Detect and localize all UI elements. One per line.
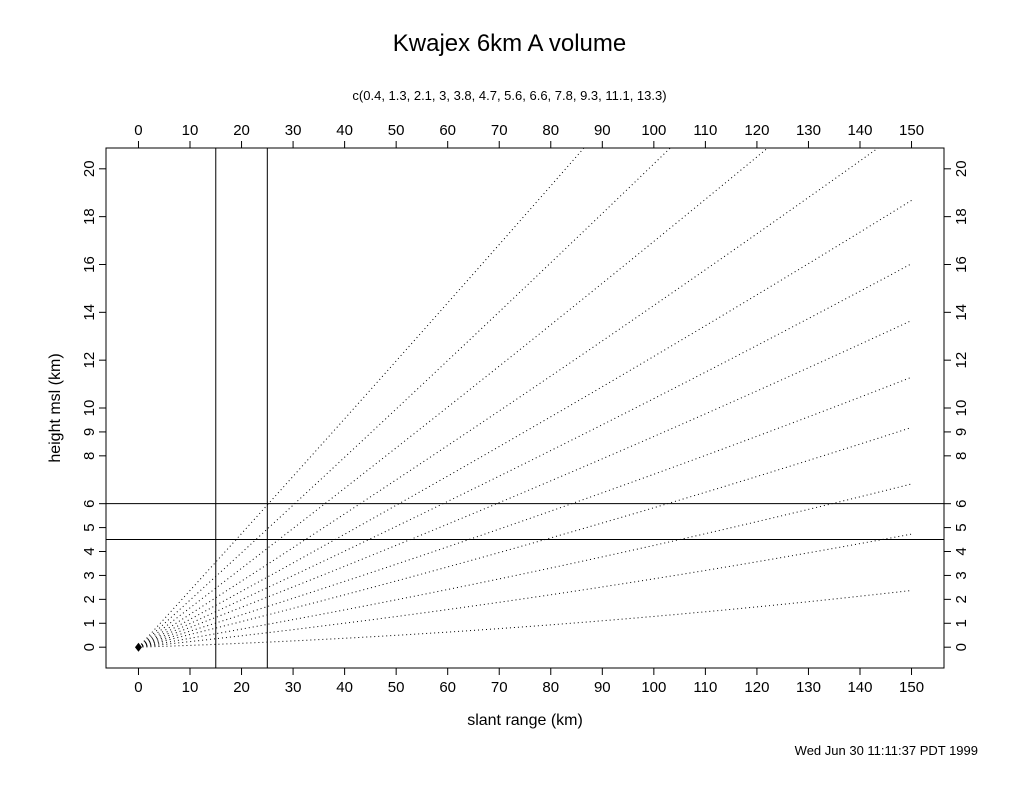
x-tick-label-top: 40 bbox=[336, 122, 353, 139]
x-tick-label-top: 140 bbox=[847, 122, 872, 139]
x-tick-label-bottom: 110 bbox=[693, 679, 717, 696]
y-tick-label-left: 2 bbox=[81, 595, 98, 603]
beam-ray bbox=[138, 589, 912, 648]
y-tick-label-left: 16 bbox=[81, 256, 98, 273]
beam-ray bbox=[138, 148, 671, 648]
plot-box bbox=[105, 147, 945, 669]
timestamp: Wed Jun 30 11:11:37 PDT 1999 bbox=[794, 743, 978, 758]
x-tick-label-top: 80 bbox=[542, 122, 559, 139]
x-tick-label-bottom: 120 bbox=[744, 679, 769, 696]
y-tick-label-right: 3 bbox=[953, 571, 970, 579]
x-tick-label-bottom: 20 bbox=[233, 679, 250, 696]
x-tick-label-bottom: 0 bbox=[134, 679, 142, 696]
chart-subtitle: c(0.4, 1.3, 2.1, 3, 3.8, 4.7, 5.6, 6.6, … bbox=[352, 88, 667, 103]
x-tick-label-bottom: 30 bbox=[285, 679, 302, 696]
y-tick-label-left: 12 bbox=[81, 352, 98, 369]
x-tick-label-bottom: 150 bbox=[899, 679, 924, 696]
y-tick-label-right: 8 bbox=[953, 452, 970, 460]
beam-ray bbox=[138, 148, 585, 648]
x-tick-label-bottom: 50 bbox=[388, 679, 405, 696]
beam-ray bbox=[138, 533, 912, 648]
y-tick-label-left: 18 bbox=[81, 208, 98, 225]
x-tick-label-bottom: 130 bbox=[796, 679, 821, 696]
beam-ray bbox=[138, 427, 912, 648]
y-tick-label-right: 12 bbox=[953, 352, 970, 369]
beam-ray bbox=[138, 148, 879, 648]
y-tick-label-left: 5 bbox=[81, 523, 98, 531]
x-tick-label-top: 30 bbox=[285, 122, 302, 139]
y-tick-label-left: 6 bbox=[81, 500, 98, 508]
y-tick-label-right: 0 bbox=[953, 643, 970, 651]
y-axis-label: height msl (km) bbox=[47, 353, 64, 463]
y-tick-label-left: 10 bbox=[81, 400, 98, 417]
x-axis-label: slant range (km) bbox=[467, 712, 583, 729]
x-tick-label-top: 0 bbox=[134, 122, 142, 139]
beam-ray bbox=[138, 199, 912, 648]
beam-ray bbox=[138, 320, 912, 648]
x-tick-label-top: 100 bbox=[641, 122, 666, 139]
beam-rays-group bbox=[138, 148, 912, 648]
y-tick-label-right: 2 bbox=[953, 595, 970, 603]
beam-ray bbox=[138, 263, 912, 648]
y-tick-label-right: 16 bbox=[953, 256, 970, 273]
y-tick-label-left: 8 bbox=[81, 452, 98, 460]
beam-ray bbox=[138, 483, 912, 648]
y-tick-label-left: 3 bbox=[81, 571, 98, 579]
x-tick-label-bottom: 10 bbox=[182, 679, 199, 696]
x-tick-label-bottom: 60 bbox=[439, 679, 456, 696]
x-tick-label-top: 50 bbox=[388, 122, 405, 139]
x-tick-label-bottom: 90 bbox=[594, 679, 611, 696]
y-tick-label-right: 6 bbox=[953, 500, 970, 508]
x-tick-label-top: 60 bbox=[439, 122, 456, 139]
x-tick-label-top: 110 bbox=[693, 122, 717, 139]
y-tick-label-left: 1 bbox=[81, 619, 98, 627]
x-tick-label-bottom: 80 bbox=[542, 679, 559, 696]
x-tick-label-bottom: 70 bbox=[491, 679, 508, 696]
y-tick-label-left: 20 bbox=[81, 160, 98, 177]
y-tick-label-right: 14 bbox=[953, 304, 970, 321]
x-tick-label-bottom: 100 bbox=[641, 679, 666, 696]
origin-marker bbox=[134, 642, 142, 652]
y-tick-label-right: 9 bbox=[953, 428, 970, 436]
beam-ray bbox=[138, 148, 769, 648]
y-tick-label-left: 9 bbox=[81, 428, 98, 436]
x-tick-label-top: 20 bbox=[233, 122, 250, 139]
x-tick-label-bottom: 140 bbox=[847, 679, 872, 696]
y-tick-label-right: 5 bbox=[953, 523, 970, 531]
x-tick-label-bottom: 40 bbox=[336, 679, 353, 696]
chart-title: Kwajex 6km A volume bbox=[392, 30, 627, 57]
x-tick-label-top: 10 bbox=[182, 122, 199, 139]
x-tick-label-top: 70 bbox=[491, 122, 508, 139]
y-tick-label-right: 4 bbox=[953, 547, 970, 555]
x-tick-label-top: 150 bbox=[899, 122, 924, 139]
beam-ray bbox=[138, 376, 912, 648]
x-tick-label-top: 90 bbox=[594, 122, 611, 139]
y-tick-label-left: 4 bbox=[81, 547, 98, 555]
y-tick-label-right: 20 bbox=[953, 160, 970, 177]
x-tick-label-top: 130 bbox=[796, 122, 821, 139]
y-tick-label-right: 10 bbox=[953, 400, 970, 417]
y-tick-label-right: 18 bbox=[953, 208, 970, 225]
x-tick-label-top: 120 bbox=[744, 122, 769, 139]
y-tick-label-right: 1 bbox=[953, 619, 970, 627]
y-tick-label-left: 0 bbox=[81, 643, 98, 651]
y-tick-label-left: 14 bbox=[81, 304, 98, 321]
